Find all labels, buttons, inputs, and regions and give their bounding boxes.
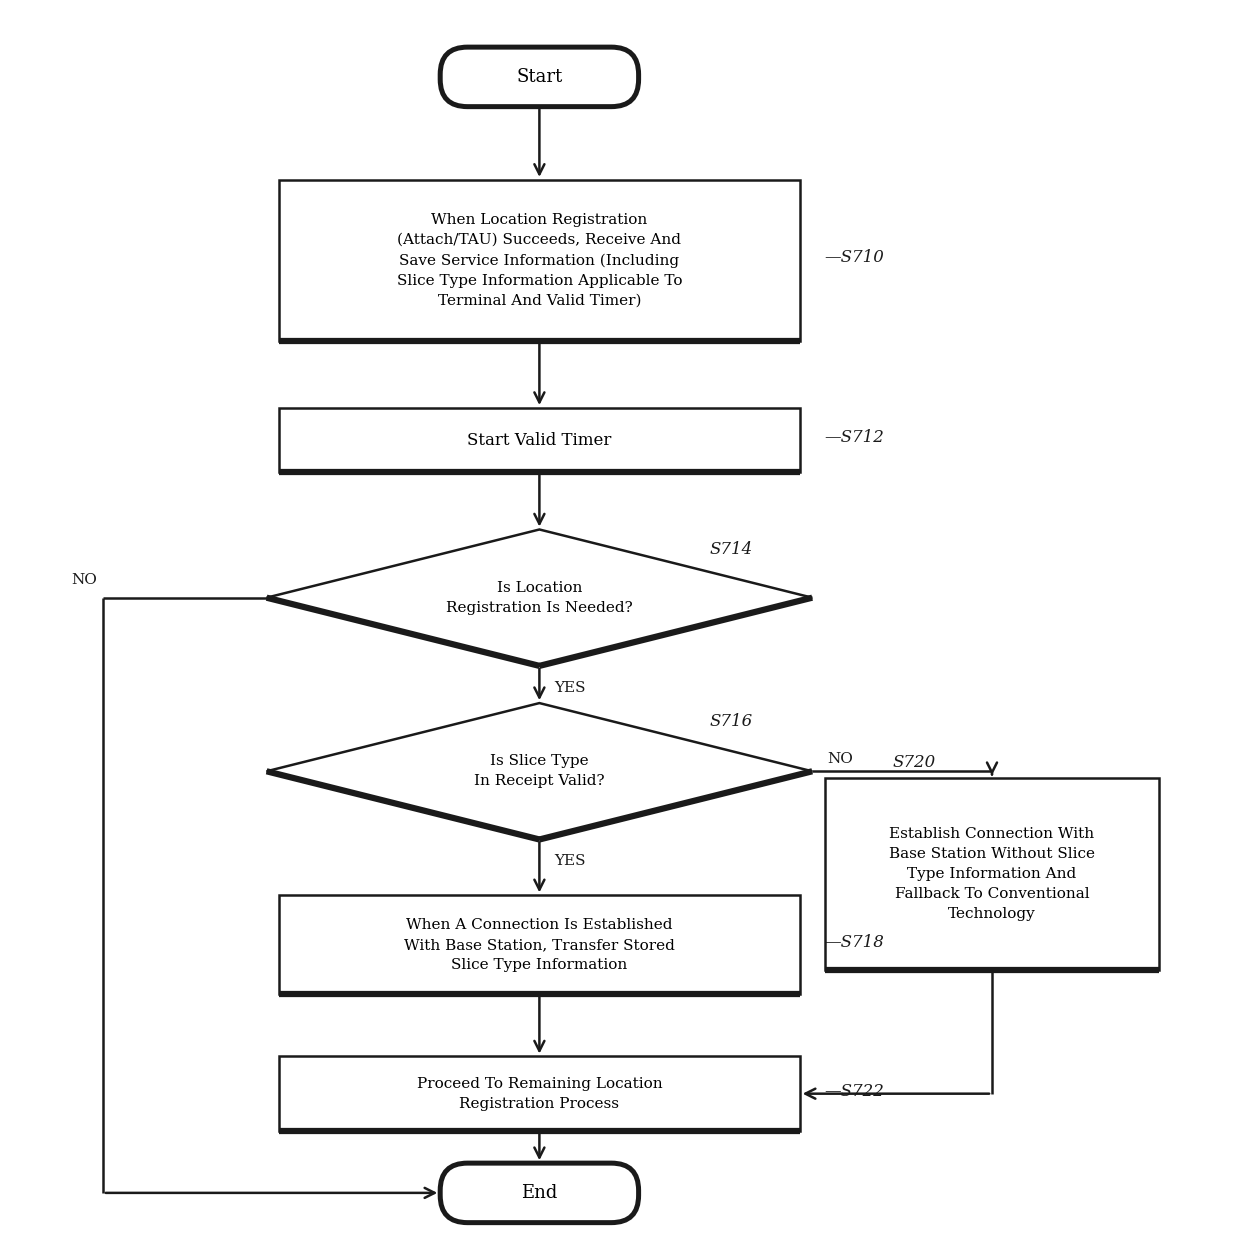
Text: —S718: —S718: [825, 934, 884, 951]
Text: —S722: —S722: [825, 1083, 884, 1100]
Bar: [279, 895, 800, 994]
FancyBboxPatch shape: [440, 1163, 639, 1223]
Text: Establish Connection With
Base Station Without Slice
Type Information And
Fallba: Establish Connection With Base Station W…: [889, 827, 1095, 921]
Text: Start: Start: [516, 68, 563, 86]
Text: Is Slice Type
In Receipt Valid?: Is Slice Type In Receipt Valid?: [474, 754, 605, 789]
Polygon shape: [267, 703, 812, 839]
Text: When A Connection Is Established
With Base Station, Transfer Stored
Slice Type I: When A Connection Is Established With Ba…: [404, 918, 675, 972]
FancyBboxPatch shape: [440, 47, 639, 107]
Text: S720: S720: [893, 754, 936, 771]
Text: —S712: —S712: [825, 429, 884, 446]
Text: NO: NO: [71, 573, 97, 588]
Text: Proceed To Remaining Location
Registration Process: Proceed To Remaining Location Registrati…: [417, 1076, 662, 1111]
Text: End: End: [521, 1184, 558, 1202]
Text: S716: S716: [709, 713, 753, 730]
Polygon shape: [267, 529, 812, 666]
Bar: [825, 779, 1159, 970]
Text: Is Location
Registration Is Needed?: Is Location Registration Is Needed?: [446, 580, 632, 615]
Bar: [279, 408, 800, 472]
Bar: [279, 1056, 800, 1131]
Text: When Location Registration
(Attach/TAU) Succeeds, Receive And
Save Service Infor: When Location Registration (Attach/TAU) …: [397, 213, 682, 308]
Text: NO: NO: [827, 751, 853, 766]
Text: YES: YES: [554, 854, 585, 868]
Text: S714: S714: [709, 541, 753, 558]
Text: YES: YES: [554, 681, 585, 694]
Text: —S710: —S710: [825, 249, 884, 267]
Bar: [279, 180, 800, 341]
Text: Start Valid Timer: Start Valid Timer: [467, 432, 611, 449]
